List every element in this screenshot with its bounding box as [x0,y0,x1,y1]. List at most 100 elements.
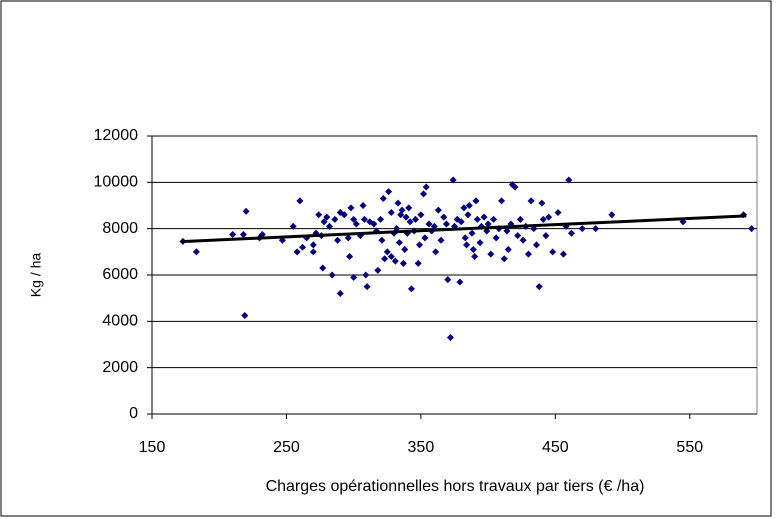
point [362,271,370,279]
point [350,273,358,281]
point [387,208,395,216]
point [344,234,352,242]
point [299,243,307,251]
point [471,252,479,260]
point [420,190,428,198]
point [527,197,535,205]
x-tick-label: 250 [273,439,300,456]
point [352,220,360,228]
point [498,197,506,205]
point [567,229,575,237]
point [516,215,524,223]
point [500,255,508,263]
point [464,211,472,219]
y-tick-label: 6000 [102,266,138,283]
point [430,222,438,230]
point [468,229,476,237]
point [472,197,480,205]
point [538,199,546,207]
point [421,234,429,242]
point [437,236,445,244]
point [578,225,586,233]
point [449,176,457,184]
point [242,207,250,215]
x-axis-label: Charges opérationnelles hors travaux par… [266,478,645,495]
point [535,283,543,291]
point [476,239,484,247]
point [434,206,442,214]
point [350,215,358,223]
point [446,334,454,342]
point [315,211,323,219]
point [325,222,333,230]
point [359,202,367,209]
point [398,206,406,214]
point [539,215,547,223]
point [394,199,402,207]
point [289,222,297,230]
point [514,232,522,240]
point [554,208,562,216]
point [258,230,266,238]
point [347,204,355,212]
point [545,213,553,221]
point [422,183,430,191]
point [395,239,403,247]
x-tick-label: 350 [408,439,435,456]
point [480,213,488,221]
point [309,248,317,256]
point [460,204,468,212]
point [461,234,469,242]
point [229,230,237,238]
point [296,197,304,205]
point [387,252,395,260]
x-tick-label: 150 [139,439,166,456]
point [370,220,378,228]
point [331,215,339,223]
point [440,213,448,221]
point [416,241,424,249]
point [360,215,368,223]
point [414,259,422,267]
point [363,283,371,291]
point [565,176,573,184]
y-tick-label: 4000 [102,313,138,330]
point [432,248,440,256]
point [511,183,519,191]
point [309,241,317,249]
point [379,195,387,203]
x-tick-label: 550 [676,439,703,456]
point [406,218,414,226]
point [549,248,557,256]
point [192,248,200,256]
point [383,248,391,256]
point [336,290,344,298]
point [492,234,500,242]
point [519,236,527,244]
point [377,215,385,223]
point [391,257,399,265]
point [401,246,409,254]
point [444,276,452,284]
point [592,225,600,233]
y-axis-label: Kg / ha [28,253,44,298]
y-tick-label: 2000 [102,359,138,376]
y-tick-label: 10000 [94,174,139,191]
point [559,250,567,258]
point [405,204,413,212]
point [748,225,756,233]
point [542,232,550,240]
point [334,236,342,244]
point [469,246,477,254]
point [412,215,420,223]
point [378,236,386,244]
point [524,250,532,258]
point [463,241,471,249]
point [239,230,247,238]
point [381,255,389,263]
trendline [181,214,747,244]
point [346,252,354,260]
y-tick-label: 12000 [94,127,139,144]
point [484,220,492,228]
